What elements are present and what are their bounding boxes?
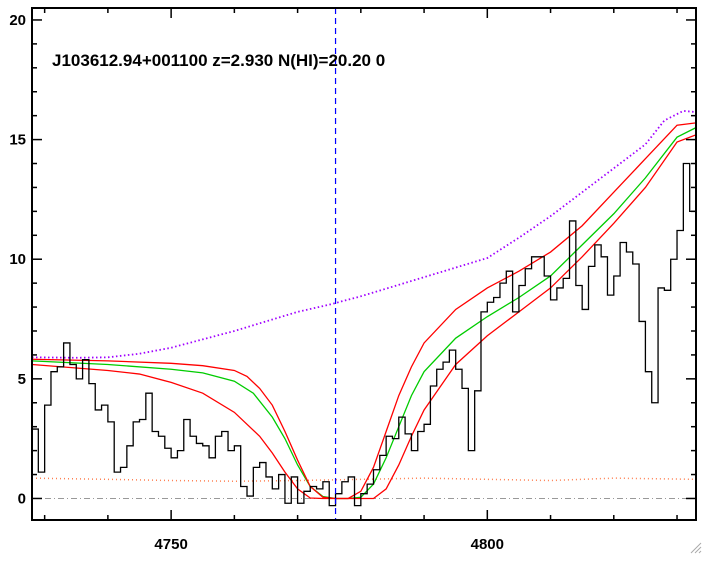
model-series-1 bbox=[32, 127, 696, 500]
x-tick-label: 4750 bbox=[154, 536, 187, 553]
x-tick-label: 4800 bbox=[471, 536, 504, 553]
plot-area bbox=[32, 8, 696, 520]
model-series-3 bbox=[32, 134, 696, 500]
y-tick-label: 15 bbox=[9, 132, 26, 149]
chart-title: J103612.94+001100 z=2.930 N(HI)=20.20 0 bbox=[52, 51, 385, 70]
plot-frame bbox=[31, 7, 697, 521]
y-tick-label: 10 bbox=[9, 251, 26, 268]
y-tick-label: 0 bbox=[18, 490, 26, 507]
tick-labels: 0 5 10 15 20 4750 4800 bbox=[9, 12, 504, 553]
y-tick-label: 20 bbox=[9, 12, 26, 29]
flux-series bbox=[32, 162, 696, 507]
continuum-series bbox=[32, 109, 696, 359]
resize-grip-icon[interactable] bbox=[690, 542, 702, 554]
axis-ticks bbox=[32, 8, 696, 520]
model-series-2 bbox=[32, 122, 696, 500]
y-tick-label: 5 bbox=[18, 371, 26, 388]
noise-series bbox=[32, 477, 696, 482]
